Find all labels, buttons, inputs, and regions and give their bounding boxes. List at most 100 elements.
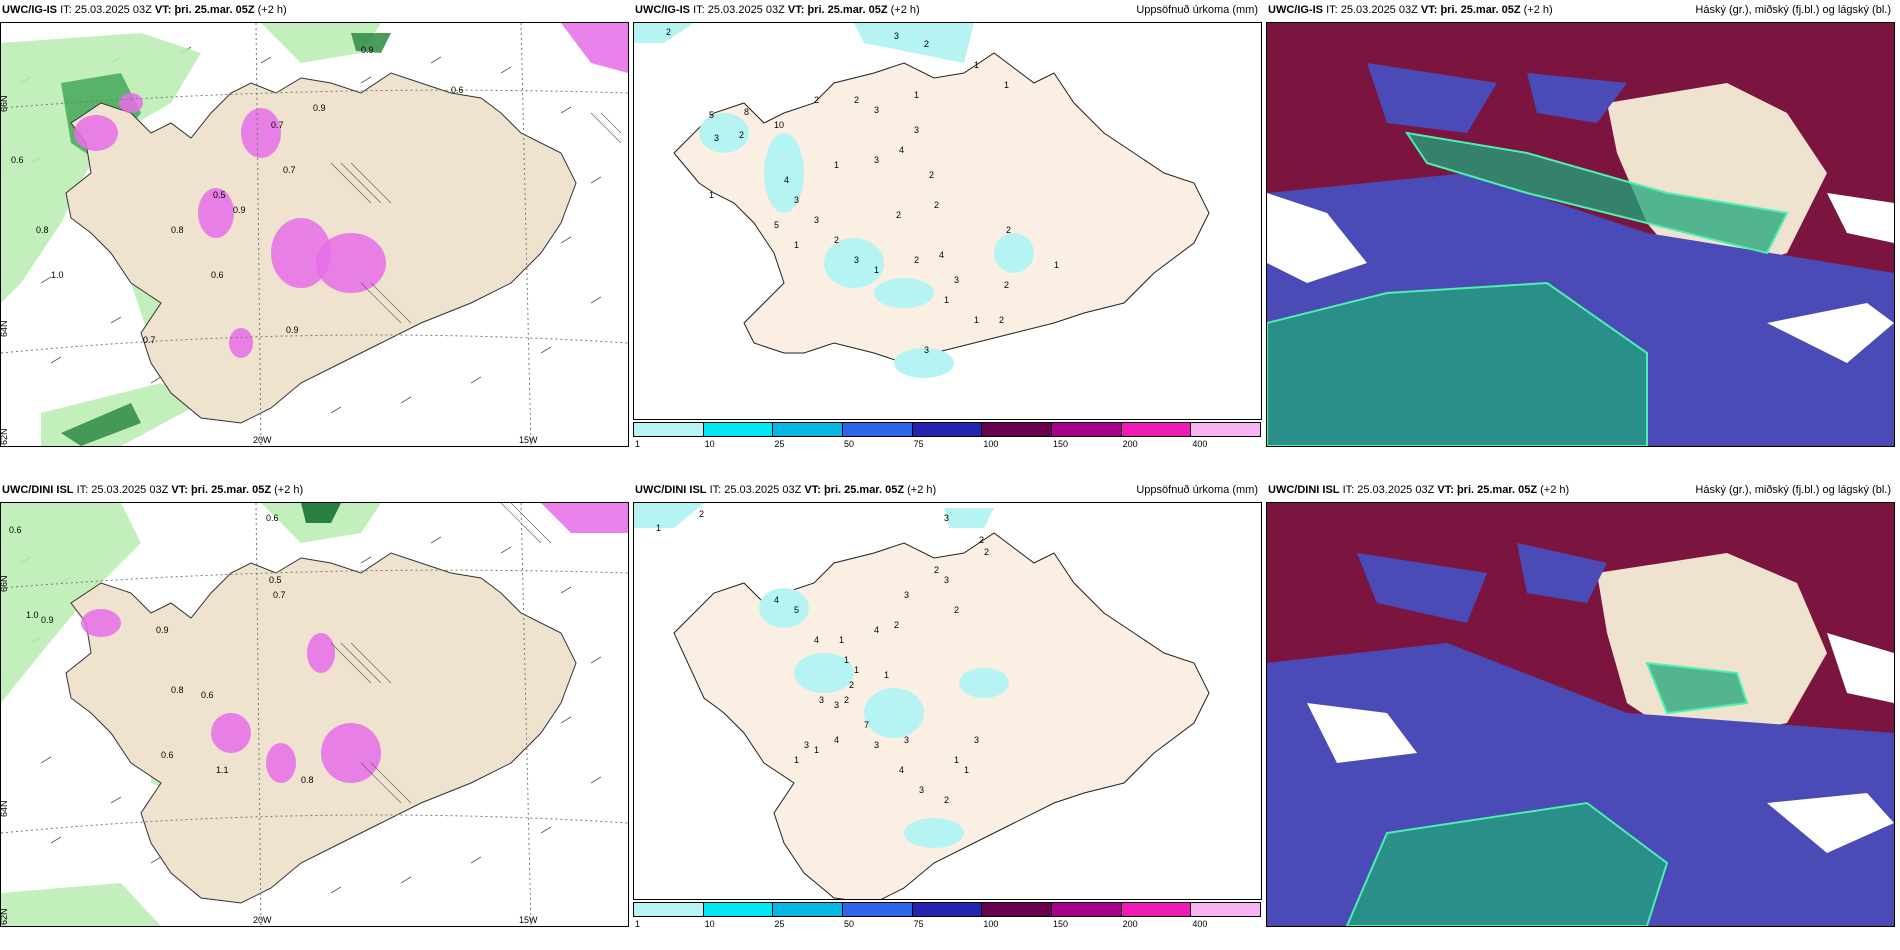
precip-value: 2	[944, 795, 949, 805]
precip-map-svg: 1 2 3 2 2 2 3 2 4 5 4 2 3 4 1 1 2	[634, 503, 1210, 899]
colorbar-cell	[702, 422, 774, 437]
colorbar-tick: 75	[913, 919, 924, 929]
precip-value: 1	[944, 295, 949, 305]
forecast-offset: (+2 h)	[1540, 484, 1570, 496]
colorbar-tick: 50	[844, 439, 855, 449]
it-value: 25.03.2025 03Z	[91, 484, 169, 496]
wind-value: 0.6	[266, 513, 279, 523]
precip-areas	[634, 503, 1009, 848]
wind-value: 0.8	[171, 225, 184, 235]
precip-value: 2	[914, 255, 919, 265]
colorbar-tick: 100	[983, 919, 999, 929]
graticule	[1, 503, 628, 926]
precip-panel-1: UWC/IG-IS IT: 25.03.2025 03Z VT: þri. 25…	[633, 0, 1262, 449]
iceland-land	[673, 532, 1210, 899]
precip-value: 1	[884, 670, 889, 680]
wind-value: 0.6	[451, 85, 464, 95]
precip-value: 5	[709, 110, 714, 120]
colorbar-cell	[633, 422, 704, 437]
precip-value: 4	[814, 635, 819, 645]
precip-value: 1	[1054, 260, 1059, 270]
colorbar-cell	[1051, 902, 1122, 917]
precip-value: 1	[814, 745, 819, 755]
model-name: UWC/DINI ISL	[1268, 484, 1340, 496]
vt-value: þri. 25.mar. 05Z	[807, 4, 888, 16]
wind-value: 0.7	[273, 590, 286, 600]
low-cloud-layer	[1267, 131, 1789, 446]
precip-value: 4	[899, 145, 904, 155]
precip-title: Uppsöfnuð úrkoma (mm)	[1136, 4, 1258, 16]
colorbar-tick: 1	[635, 919, 641, 929]
panel-header: UWC/IG-IS IT: 25.03.2025 03Z VT: þri. 25…	[2, 4, 287, 16]
precip-value: 1	[1004, 80, 1009, 90]
axis-labels: 66N 64N 62N 20W 15W	[1, 575, 538, 925]
hatched-areas	[330, 503, 552, 804]
wind-value-labels: 0.9 0.6 0.8 0.7 0.9 0.5 0.7 0.8 0.6 0.9 …	[11, 45, 464, 345]
lon-label: 15W	[519, 915, 538, 925]
colorbar-cell	[772, 902, 843, 917]
low-cloud-layer	[1345, 661, 1749, 926]
magenta-areas	[74, 23, 628, 358]
wind-value: 0.7	[271, 120, 284, 130]
colorbar-tick: 150	[1053, 439, 1069, 449]
precip-value: 3	[804, 740, 809, 750]
wind-value: 1.0	[26, 610, 39, 620]
vt-label: VT:	[171, 484, 188, 496]
precip-value: 2	[814, 95, 819, 105]
vt-label: VT:	[1420, 4, 1438, 16]
it-value: 25.03.2025 03Z	[724, 484, 802, 496]
precip-map-svg: 2 3 2 1 1 5 8 10 3 2 2 2 3 1 3 4 1	[634, 23, 1210, 378]
forecast-offset: (+2 h)	[1523, 4, 1553, 16]
precip-value: 3	[814, 215, 819, 225]
it-label: IT:	[76, 484, 89, 496]
colorbar-cell	[1120, 422, 1192, 437]
wind-value: 0.7	[143, 335, 156, 345]
colorbar-tick: 75	[913, 439, 924, 449]
precip-value: 1	[974, 315, 979, 325]
it-label: IT:	[1342, 484, 1355, 496]
lat-label: 64N	[1, 320, 9, 337]
precip-colorbar-1: 1 10 25 50 75 100 150 200 400	[633, 422, 1262, 449]
colorbar-cell	[1190, 902, 1261, 917]
lat-label: 62N	[1, 428, 9, 445]
hatched-areas	[330, 112, 622, 324]
precip-value: 7	[864, 720, 869, 730]
wind-value: 1.1	[216, 765, 229, 775]
wind-map[interactable]: 0.9 0.6 0.8 0.7 0.9 0.5 0.7 0.8 0.6 0.9 …	[0, 22, 629, 447]
vt-value: þri. 25.mar. 05Z	[1456, 484, 1538, 496]
wind-map[interactable]: 0.6 0.6 0.5 0.7 0.9 1.0 0.8 0.6 0.9 0.6 …	[0, 502, 629, 927]
cloud-panel-2: UWC/DINI ISL IT: 25.03.2025 03Z VT: þri.…	[1266, 480, 1895, 927]
wind-map-svg: 0.9 0.6 0.8 0.7 0.9 0.5 0.7 0.8 0.6 0.9 …	[1, 23, 628, 446]
precip-value: 2	[739, 130, 744, 140]
precip-value: 1	[874, 265, 879, 275]
colorbar-tick: 1	[635, 439, 641, 449]
precip-map[interactable]: 1 2 3 2 2 2 3 2 4 5 4 2 3 4 1 1 2	[633, 502, 1262, 900]
colorbar-cell	[702, 902, 774, 917]
precip-value: 1	[794, 755, 799, 765]
wind-panel-1: UWC/IG-IS IT: 25.03.2025 03Z VT: þri. 25…	[0, 0, 629, 447]
model-name: UWC/IG-IS	[1268, 4, 1323, 16]
it-label: IT:	[693, 4, 705, 16]
forecast-offset: (+2 h)	[907, 484, 937, 496]
precip-panel-2: UWC/DINI ISL IT: 25.03.2025 03Z VT: þri.…	[633, 480, 1262, 929]
colorbar-cell	[911, 902, 983, 917]
axis-labels: 66N 64N 62N 20W 15W	[1, 95, 538, 445]
clear-areas	[1307, 633, 1894, 853]
precip-value: 2	[1004, 280, 1009, 290]
wind-value: 0.8	[36, 225, 49, 235]
cloud-map[interactable]	[1266, 22, 1895, 447]
forecast-offset: (+2 h)	[257, 4, 287, 16]
lat-label: 62N	[1, 908, 9, 925]
precip-value: 4	[874, 625, 879, 635]
precip-value: 5	[794, 605, 799, 615]
precip-map[interactable]: 2 3 2 1 1 5 8 10 3 2 2 2 3 1 3 4 1	[633, 22, 1262, 420]
precip-value: 3	[924, 345, 929, 355]
colorbar-tick: 25	[774, 439, 785, 449]
precip-value: 3	[974, 735, 979, 745]
wind-value: 0.9	[233, 205, 246, 215]
vt-value: þri. 25.mar. 05Z	[1440, 4, 1521, 16]
colorbar-cell	[1120, 902, 1192, 917]
lon-label: 20W	[253, 915, 272, 925]
wind-value: 0.9	[361, 45, 374, 55]
cloud-map[interactable]	[1266, 502, 1895, 927]
